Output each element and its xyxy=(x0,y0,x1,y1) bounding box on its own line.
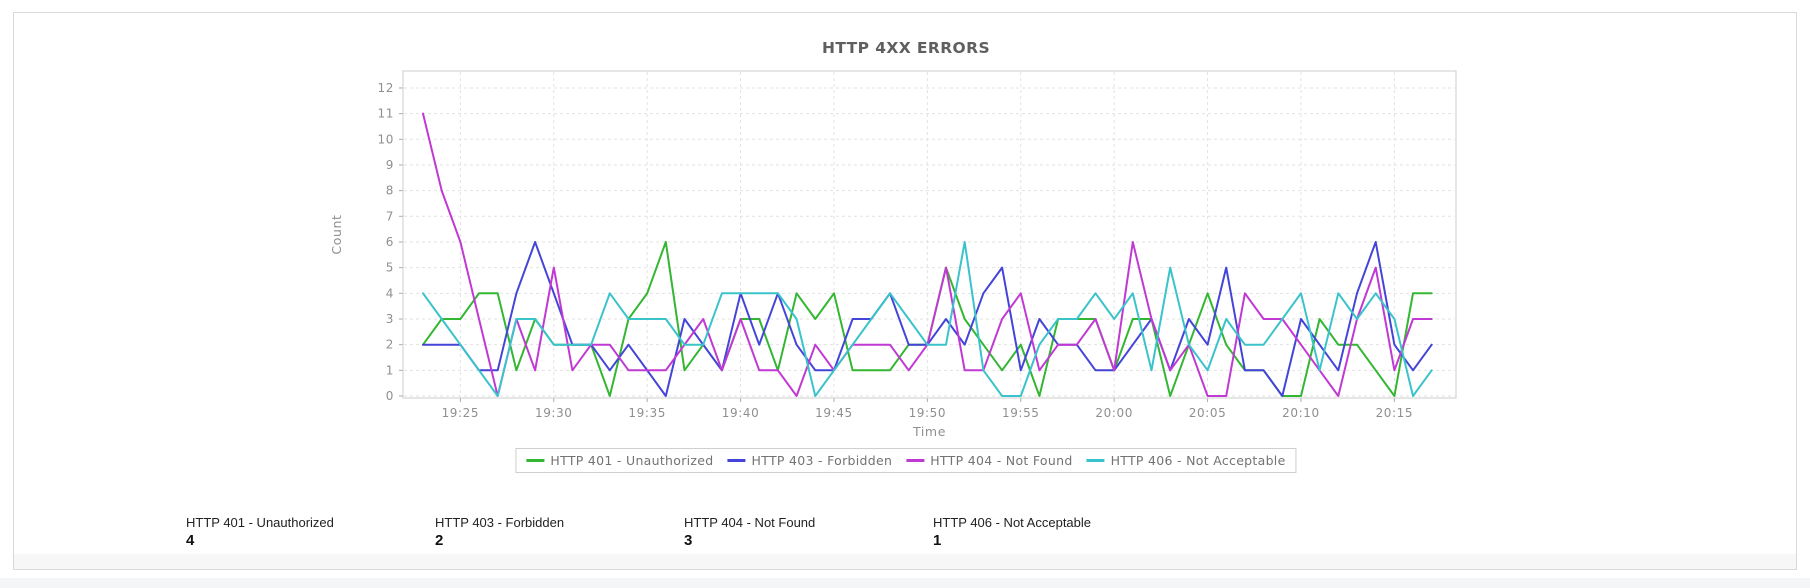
svg-text:20:00: 20:00 xyxy=(1095,406,1133,420)
stat-value: 1 xyxy=(933,532,942,549)
stat-label: HTTP 401 - Unauthorized xyxy=(186,515,334,530)
legend-label: HTTP 403 - Forbidden xyxy=(751,453,893,468)
legend-label: HTTP 401 - Unauthorized xyxy=(550,453,714,468)
svg-text:19:25: 19:25 xyxy=(442,406,480,420)
svg-text:5: 5 xyxy=(386,261,394,275)
svg-text:1: 1 xyxy=(386,363,394,377)
svg-text:Time: Time xyxy=(912,424,946,439)
svg-text:0: 0 xyxy=(386,389,394,403)
svg-text:20:15: 20:15 xyxy=(1376,406,1414,420)
svg-text:19:50: 19:50 xyxy=(909,406,947,420)
legend-label: HTTP 404 - Not Found xyxy=(930,453,1073,468)
svg-text:20:05: 20:05 xyxy=(1189,406,1227,420)
svg-text:Count: Count xyxy=(329,214,344,254)
chart-legend: HTTP 401 - Unauthorized HTTP 403 - Forbi… xyxy=(515,448,1297,473)
chart-card: HTTP 4XX ERRORS 0 1 2 3 4 5 6 7 8 9 10 11 12 19:25 19:… xyxy=(13,12,1797,570)
chart-title: HTTP 4XX ERRORS xyxy=(821,39,991,57)
legend-item-http-401[interactable]: HTTP 401 - Unauthorized xyxy=(526,453,713,468)
svg-text:4: 4 xyxy=(386,286,394,300)
stats-row: HTTP 401 - Unauthorized 4 HTTP 403 - For… xyxy=(186,514,1182,551)
stat-item-http-401: HTTP 401 - Unauthorized 4 xyxy=(186,514,435,551)
legend-item-http-406[interactable]: HTTP 406 - Not Acceptable xyxy=(1086,453,1286,468)
stat-label: HTTP 406 - Not Acceptable xyxy=(933,515,1092,530)
svg-text:10: 10 xyxy=(378,132,394,146)
svg-text:19:45: 19:45 xyxy=(815,406,853,420)
legend-item-http-403[interactable]: HTTP 403 - Forbidden xyxy=(727,453,893,468)
svg-text:3: 3 xyxy=(386,312,394,326)
legend-swatch-http-406-icon xyxy=(1086,459,1105,462)
stat-value: 4 xyxy=(186,532,195,549)
svg-text:11: 11 xyxy=(378,107,394,121)
svg-text:19:55: 19:55 xyxy=(1002,406,1040,420)
svg-text:8: 8 xyxy=(386,184,394,198)
svg-text:20:10: 20:10 xyxy=(1282,406,1320,420)
svg-text:2: 2 xyxy=(386,338,394,352)
card-footer-strip xyxy=(14,554,1796,569)
svg-text:19:40: 19:40 xyxy=(722,406,760,420)
legend-label: HTTP 406 - Not Acceptable xyxy=(1110,453,1286,468)
page-bottom-strip xyxy=(0,578,1810,588)
stat-item-http-403: HTTP 403 - Forbidden 2 xyxy=(435,514,684,551)
legend-swatch-http-403-icon xyxy=(727,459,746,462)
svg-text:6: 6 xyxy=(386,235,394,249)
svg-text:12: 12 xyxy=(378,81,394,95)
svg-text:19:35: 19:35 xyxy=(628,406,666,420)
stat-item-http-406: HTTP 406 - Not Acceptable 1 xyxy=(933,514,1182,551)
svg-text:19:30: 19:30 xyxy=(535,406,573,420)
legend-item-http-404[interactable]: HTTP 404 - Not Found xyxy=(906,453,1072,468)
legend-swatch-http-401-icon xyxy=(526,459,545,462)
svg-text:7: 7 xyxy=(386,209,394,223)
stat-value: 3 xyxy=(684,532,693,549)
stat-label: HTTP 404 - Not Found xyxy=(684,515,816,530)
stat-value: 2 xyxy=(435,532,444,549)
legend-swatch-http-404-icon xyxy=(906,459,925,462)
svg-text:9: 9 xyxy=(386,158,394,172)
stat-label: HTTP 403 - Forbidden xyxy=(435,515,565,530)
stat-item-http-404: HTTP 404 - Not Found 3 xyxy=(684,514,933,551)
